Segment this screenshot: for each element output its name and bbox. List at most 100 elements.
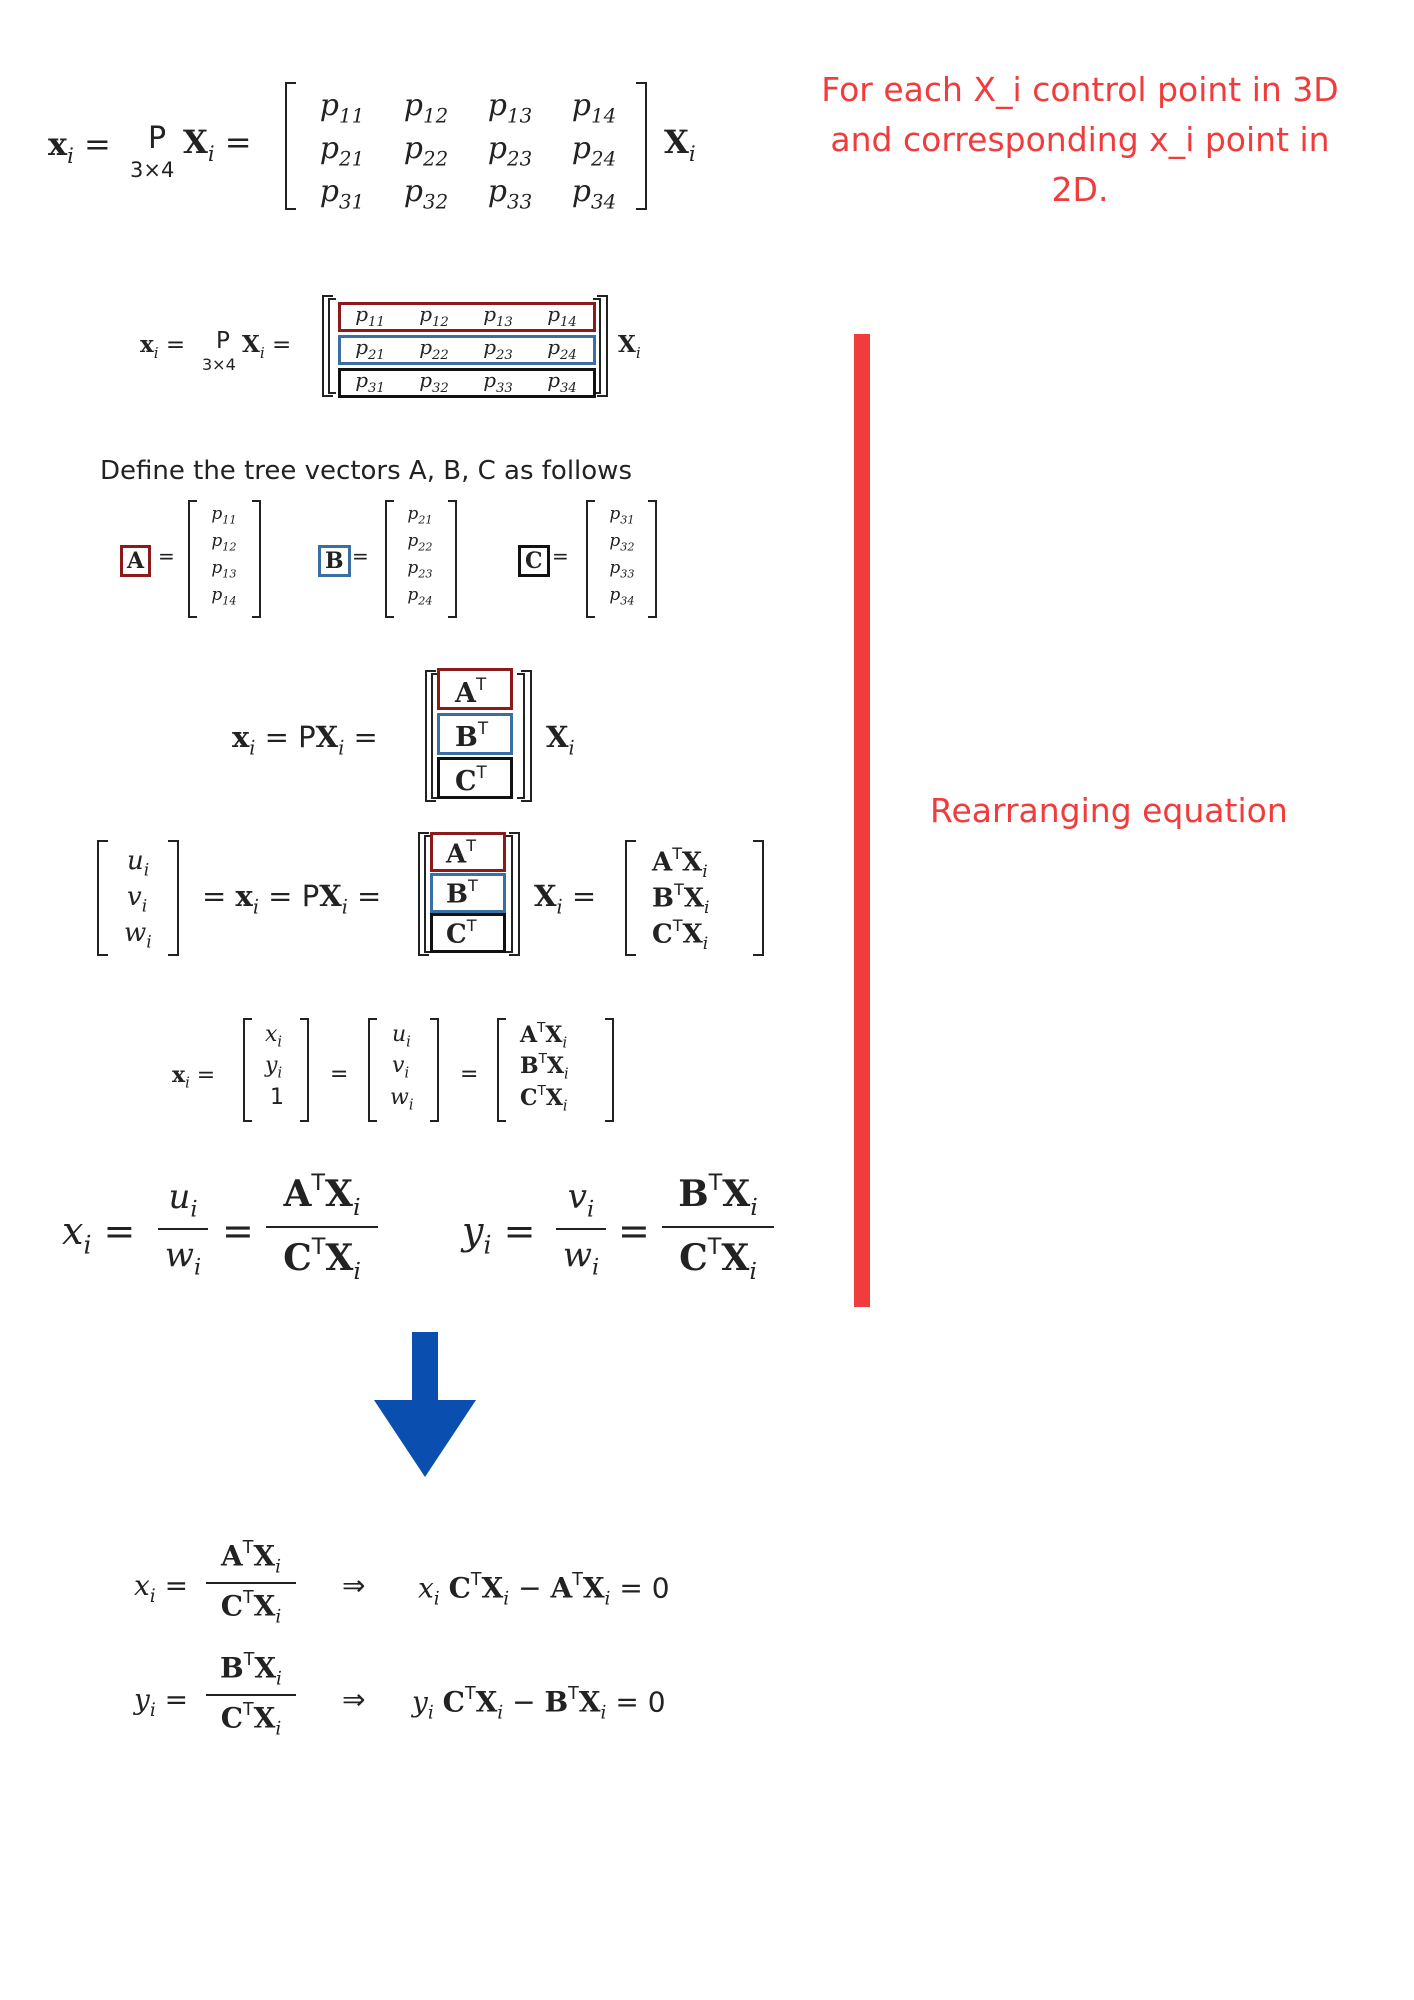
CTXi: CTXi <box>652 916 709 955</box>
stack-bracket-left <box>425 670 436 802</box>
ATX2-bracket-right <box>605 1018 614 1122</box>
ATXi-2: ATXi <box>520 1020 568 1052</box>
matrix-entry: p12 <box>419 302 449 331</box>
vector-C-bracket-right <box>648 500 657 618</box>
equals-A: = <box>158 544 175 568</box>
stack-bracket-left-inner <box>431 673 439 799</box>
matrix-entry: p23 <box>487 131 533 171</box>
dimension-label-small: 3×4 <box>202 355 236 374</box>
v-i: vi <box>127 882 148 917</box>
matrix-entry: p33 <box>483 368 513 397</box>
implies-2: ⇒ <box>342 1683 366 1716</box>
matrix-entry: p13 <box>487 88 533 128</box>
one: 1 <box>270 1085 284 1110</box>
final-y-i-equals: yi = <box>134 1683 189 1722</box>
vector-entry: p21 <box>407 504 433 527</box>
boxed-matrix-bracket-left <box>322 295 333 397</box>
BTXi-2: BTXi <box>520 1051 569 1083</box>
equation-projection-large: xi = <box>48 125 111 169</box>
matrix-entry: p24 <box>547 335 577 364</box>
matrix-entry: p22 <box>419 335 449 364</box>
boxed-matrix-bracket-right <box>597 295 608 397</box>
stack-box-BT <box>437 713 513 755</box>
red-vertical-bar <box>854 334 870 1307</box>
vector-A-bracket-right <box>252 500 261 618</box>
X-after-boxed-matrix: Xi <box>618 331 641 362</box>
vector-B-bracket-right <box>448 500 457 618</box>
fraction-ATX-over-CTX: ATXi CTXi <box>266 1172 378 1283</box>
x-i: xi <box>265 1022 283 1051</box>
down-arrow-icon <box>374 1332 476 1477</box>
equation-X-equals-small: Xi = <box>242 331 292 362</box>
matrix-entry: p32 <box>419 368 449 397</box>
final-eq-y: yi CTXi − BTXi = 0 <box>412 1684 666 1724</box>
matrix-entry: p24 <box>571 131 617 171</box>
uvw-bracket-left <box>97 840 108 956</box>
ATXi: ATXi <box>652 844 708 883</box>
equals-2: = <box>460 1062 479 1087</box>
vector-entry: p34 <box>609 585 635 608</box>
vector-entry: p32 <box>609 531 635 554</box>
matrix-entry: p11 <box>319 88 365 128</box>
vector-entry: p11 <box>211 504 237 527</box>
xy1-bracket-right <box>300 1018 309 1122</box>
fraction-v-over-w: vi wi <box>556 1180 606 1280</box>
X-after-stack: Xi <box>546 720 575 760</box>
matrix-entry: p23 <box>483 335 513 364</box>
vector-entry: p23 <box>407 558 433 581</box>
CT: CT <box>455 762 487 798</box>
vector-B-bracket-left <box>385 500 394 618</box>
final-x-i-equals: xi = <box>134 1569 189 1608</box>
row-box-A <box>338 302 596 332</box>
stack2-bracket-right <box>509 832 520 956</box>
symbol-P-small: P <box>216 328 230 354</box>
X-equals-after-stack2: Xi = <box>534 879 597 919</box>
boxed-matrix-bracket-left-inner <box>328 298 336 394</box>
row-box-B <box>338 335 596 365</box>
u-i-2: ui <box>392 1022 411 1051</box>
CT-2: CT <box>446 916 477 950</box>
symbol-P: P <box>148 121 167 156</box>
vector-C-bracket-left <box>586 500 595 618</box>
ATX-bracket-right <box>753 840 764 956</box>
final-fraction-BTX-over-CTX: BTXi CTXi <box>206 1651 296 1744</box>
vector-B: p21 p22 p23 p24 <box>394 504 446 614</box>
vector-entry: p33 <box>609 558 635 581</box>
uvw2-bracket-right <box>430 1018 439 1122</box>
boxed-matrix-bracket-right-inner <box>593 298 601 394</box>
CTXi-2: CTXi <box>520 1083 568 1115</box>
matrix-entry: p14 <box>571 88 617 128</box>
vector-entry: p24 <box>407 585 433 608</box>
matrix-P-boxed: p11 p12 p13 p14 p21 p22 p23 p24 p31 p32 p33 p34 <box>338 302 596 398</box>
BT: BT <box>455 718 489 754</box>
equals-1: = <box>330 1062 349 1087</box>
BTXi: BTXi <box>652 880 710 919</box>
stack-box-AT <box>437 668 513 710</box>
equals-C: = <box>552 544 569 568</box>
uvw2-bracket-left <box>368 1018 377 1122</box>
vector-A-bracket-left <box>188 500 197 618</box>
y-i-equals: yi = <box>462 1209 536 1260</box>
vector-entry: p14 <box>211 585 237 608</box>
uvw-bracket-right <box>168 840 179 956</box>
matrix-bracket-right <box>636 82 647 210</box>
equals-B: = <box>352 544 369 568</box>
label-C: C <box>518 545 550 577</box>
matrix-entry: p34 <box>547 368 577 397</box>
matrix-entry: p21 <box>319 131 365 171</box>
matrix-entry: p13 <box>483 302 513 331</box>
stack2-box-AT <box>430 832 506 872</box>
stack2-box-CT <box>430 913 506 953</box>
matrix-entry: p33 <box>487 174 533 214</box>
matrix-bracket-left <box>285 82 296 210</box>
label-A: A <box>120 545 152 577</box>
vector-entry: p22 <box>407 531 433 554</box>
xy1-bracket-left <box>243 1018 252 1122</box>
equals-frac-2: = <box>618 1209 650 1253</box>
vector-C: p31 p32 p33 p34 <box>596 504 648 614</box>
w-i: wi <box>124 918 152 953</box>
BT-2: BT <box>446 876 478 910</box>
matrix-entry: p34 <box>571 174 617 214</box>
equation-stacked: xi = PXi = <box>232 720 378 760</box>
matrix-entry: p22 <box>403 131 449 171</box>
